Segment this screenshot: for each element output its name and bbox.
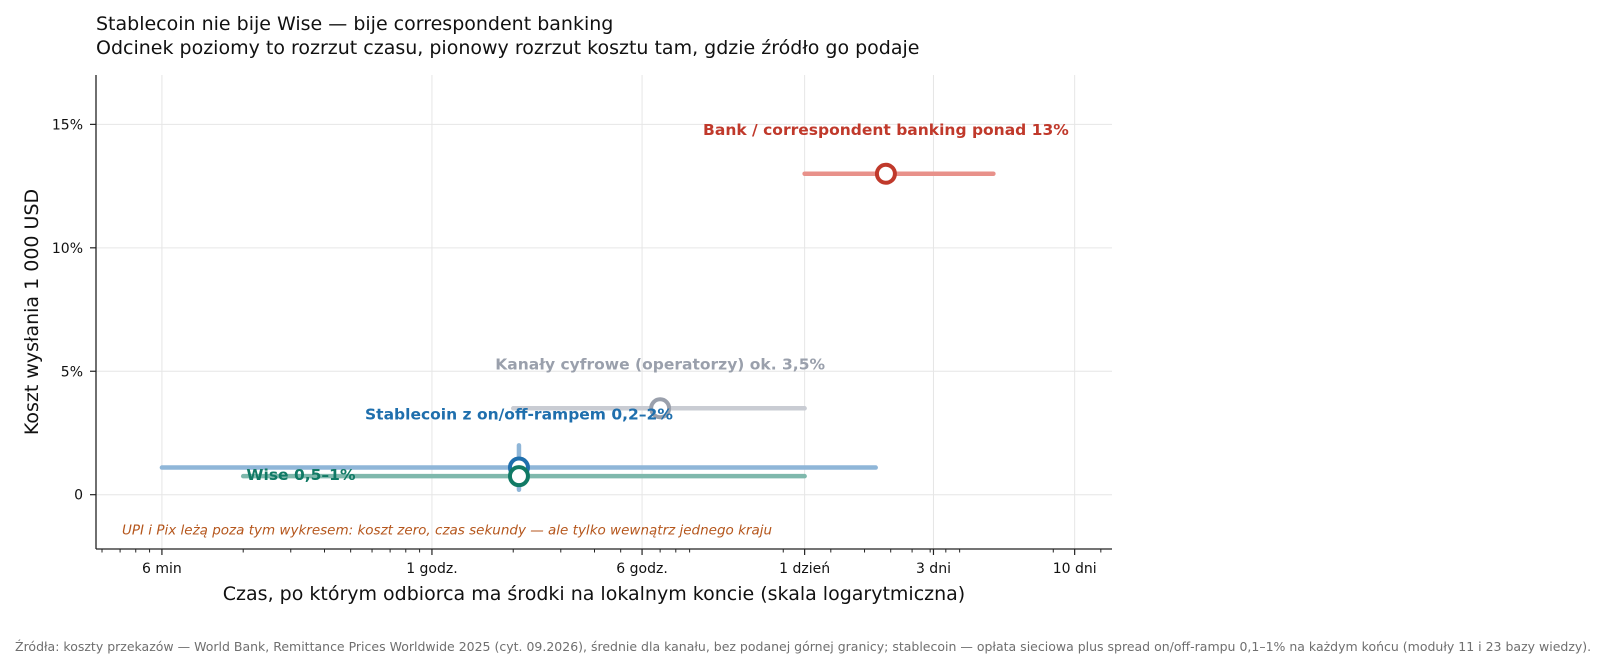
series-label: Wise 0,5–1% [246,466,356,484]
axes: 6 min 1 godz. 6 godz. 1 dzień 3 dni 10 dni 0 5%… [21,75,1112,605]
plot-annotation: UPI i Pix leżą poza tym wykresem: koszt … [122,522,772,538]
grid [96,75,1112,549]
x-tick-label: 10 dni [1053,561,1097,577]
y-tick-label: 15% [52,117,83,133]
y-axis-label: Koszt wysłania 1 000 USD [21,189,43,435]
data-point-marker [649,397,672,420]
series-label: Bank / correspondent banking ponad 13% [703,121,1069,139]
y-tick-label: 10% [52,241,83,257]
data-point-marker [874,162,897,185]
chart-title: Stablecoin nie bije Wise — bije correspo… [96,13,614,35]
series-label: Kanały cyfrowe (operatorzy) ok. 3,5% [495,355,825,373]
series-label: Stablecoin z on/off-rampem 0,2–2% [365,406,673,424]
x-tick-label: 6 godz. [616,561,668,577]
chart-subtitle: Odcinek poziomy to rozrzut czasu, pionow… [96,37,920,59]
source-note: Źródła: koszty przekazów — World Bank, R… [15,639,1592,654]
scatter-chart: 6 min 1 godz. 6 godz. 1 dzień 3 dni 10 dni 0 5%… [21,75,1112,605]
x-tick-label: 1 dzień [779,561,830,577]
y-tick-label: 0 [74,488,83,504]
x-axis-label: Czas, po którym odbiorca ma środki na lo… [223,583,965,605]
x-tick-label: 6 min [142,561,182,577]
x-tick-label: 1 godz. [406,561,458,577]
series [159,162,996,492]
x-tick-label: 3 dni [916,561,951,577]
labels: Bank / correspondent banking ponad 13% Ka… [122,121,1069,539]
data-point-marker [507,465,530,488]
y-tick-label: 5% [61,364,83,380]
